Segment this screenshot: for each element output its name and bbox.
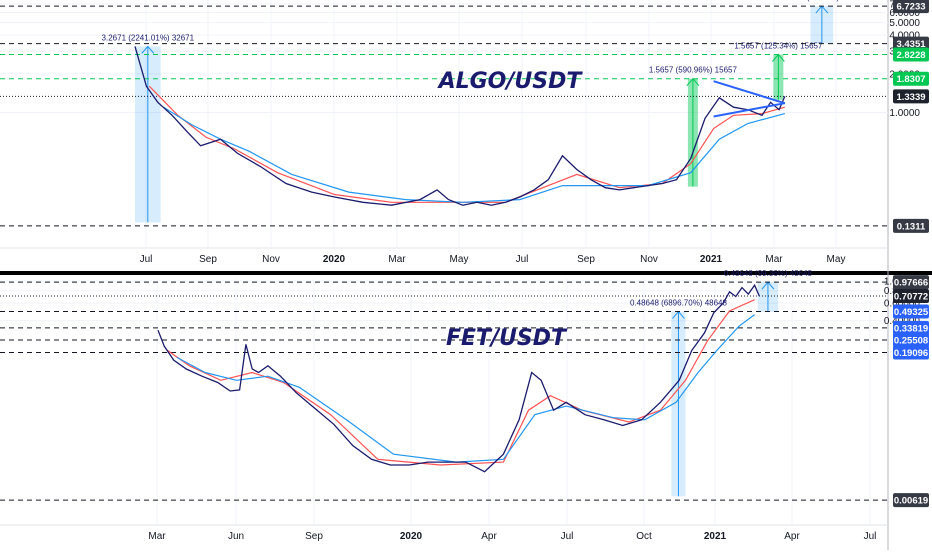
level-badge xyxy=(893,0,929,14)
pane-separator xyxy=(0,271,932,275)
x-tick-label: 2020 xyxy=(323,254,346,265)
y-tick-label: 4.0000 xyxy=(889,31,920,42)
level-badge xyxy=(893,275,929,290)
moving-average-line xyxy=(163,106,785,203)
x-tick-label: Nov xyxy=(262,254,280,265)
level-badge-label: 1.3339 xyxy=(896,92,925,103)
range-label: 1.5657 (590.96%) 15657 xyxy=(649,66,738,75)
x-tick-label: Sep xyxy=(305,531,323,542)
x-tick-label: Sep xyxy=(577,254,595,265)
x-tick-label: Apr xyxy=(784,531,800,542)
x-tick-label: Jul xyxy=(561,531,574,542)
level-badge-label: 0.19096 xyxy=(894,348,928,359)
y-tick-label: 6.0000 xyxy=(889,8,920,19)
algo-pane: JulSepNov2020MarMayJulSepNov2021MarMay7.… xyxy=(0,0,929,265)
level-badge-label: 0.70772 xyxy=(894,291,928,302)
x-tick-label: Oct xyxy=(636,531,652,542)
y-tick-label: 5.0000 xyxy=(889,18,920,29)
x-tick-label: Nov xyxy=(640,254,658,265)
level-badge-label: 0.25508 xyxy=(894,335,928,346)
chart-title: FET/USDT xyxy=(446,326,568,351)
range-label: 3.2671 (2241.01%) 32671 xyxy=(102,33,195,42)
level-badge xyxy=(893,89,929,104)
level-badge xyxy=(893,345,929,360)
x-tick-label: Mar xyxy=(148,531,166,542)
range-label: 0.48648 (6896.70%) 48648 xyxy=(630,299,728,308)
price-line xyxy=(157,283,760,473)
level-badge-label: 0.1311 xyxy=(897,221,926,232)
moving-average-line xyxy=(176,314,755,463)
level-badge xyxy=(893,332,929,347)
x-tick-label: 2021 xyxy=(700,254,723,265)
level-badge-label: 3.4351 xyxy=(896,39,926,50)
range-arrow-head xyxy=(686,77,700,87)
moving-average-line xyxy=(167,299,755,466)
level-badge-label: 0.00619 xyxy=(894,496,928,507)
x-tick-label: Mar xyxy=(765,254,783,265)
level-badge-label: 6.7233 xyxy=(896,2,925,13)
x-tick-label: Sep xyxy=(199,254,217,265)
x-tick-label: Apr xyxy=(481,531,497,542)
fet-pane: MarJunSep2020AprJulOct2021AprJul1.000000… xyxy=(0,269,929,542)
level-badge xyxy=(893,304,929,319)
range-arrow-head xyxy=(141,45,155,54)
chart-title: ALGO/USDT xyxy=(437,69,584,94)
level-badge xyxy=(893,218,929,233)
level-badge xyxy=(893,320,929,335)
x-tick-label: Mar xyxy=(388,254,406,265)
level-badge-label: 0.97666 xyxy=(894,278,928,289)
x-tick-label: 2020 xyxy=(400,531,423,542)
x-tick-label: 2021 xyxy=(704,531,727,542)
x-tick-label: May xyxy=(827,254,846,265)
level-badge-label: 0.33819 xyxy=(894,323,928,334)
level-badge xyxy=(893,47,929,62)
level-badge-label: 1.8307 xyxy=(896,74,925,85)
range-label: 1.5657 (125.34%) 15657 xyxy=(734,42,823,51)
x-tick-label: Jul xyxy=(140,254,153,265)
x-tick-label: Jul xyxy=(516,254,529,265)
level-badge xyxy=(893,71,929,86)
y-tick-label: 1.0000 xyxy=(889,108,920,119)
y-tick-label: 0.60000 xyxy=(884,299,921,310)
triangle-pattern xyxy=(713,80,786,118)
x-tick-label: Jun xyxy=(228,531,244,542)
level-badge xyxy=(893,36,929,51)
level-badge xyxy=(893,493,929,508)
level-badge-label: 2.8228 xyxy=(896,50,925,61)
range-label: 0.48648 (99.36%) 48648 xyxy=(724,269,813,278)
range-label: 3.2671 (95.41%) 32671 xyxy=(780,0,864,2)
x-tick-label: Jul xyxy=(864,531,877,542)
price-line xyxy=(134,46,786,206)
level-badge-label: 0.49325 xyxy=(894,307,929,318)
x-tick-label: May xyxy=(450,254,469,265)
level-badge xyxy=(893,288,929,303)
